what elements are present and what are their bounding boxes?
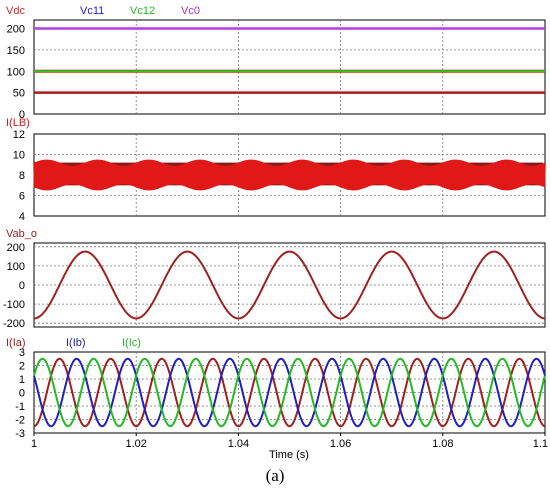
panel-4-series	[33, 357, 546, 428]
panel-1-y-ticks: 200 150 100 50 0	[7, 24, 25, 121]
panel-3-grid	[34, 243, 545, 327]
panel-output-voltage: 200 100 0 -100 -200 Vab_o	[3, 228, 546, 330]
series-line-vabo	[33, 250, 546, 320]
x-axis-ticks: 1 1.02 1.04 1.06 1.08 1.1	[31, 433, 548, 450]
y-tick-label: 150	[7, 45, 25, 57]
legend-vc11: Vc11	[80, 5, 104, 17]
y-tick-label: 50	[13, 88, 25, 100]
panel-2-y-ticks: 12 10 8 6 4	[13, 129, 25, 223]
y-tick-label: -200	[3, 318, 25, 330]
panel-3-series	[33, 250, 546, 320]
y-tick-label: 200	[7, 242, 25, 254]
y-tick-label: -2	[15, 415, 25, 427]
panel-dc-voltages: 200 150 100 50 0 Vdc Vc11 Vc12 Vc0	[6, 5, 546, 121]
x-tick-label: 1.04	[228, 438, 249, 450]
y-tick-label: 2	[19, 361, 25, 373]
y-tick-label: -100	[3, 299, 25, 311]
y-tick-label: -1	[15, 401, 25, 413]
y-tick-label: 0	[19, 280, 25, 292]
y-tick-label: 6	[19, 191, 25, 203]
y-tick-label: 3	[19, 347, 25, 359]
x-tick-label: 1.08	[432, 438, 453, 450]
panel-4-y-ticks: 3 21 0-1 -2-3	[15, 347, 25, 440]
x-axis-label: Time (s)	[269, 449, 309, 461]
y-tick-label: 200	[7, 24, 25, 36]
legend-ilb: I(LB)	[6, 117, 30, 129]
y-tick-label: 100	[7, 66, 25, 78]
y-tick-label: -3	[15, 428, 25, 440]
y-tick-label: 4	[19, 211, 25, 223]
legend-ic: I(Ic)	[122, 337, 141, 349]
series-line-iic	[33, 357, 546, 428]
panel-3-y-ticks: 200 100 0 -100 -200	[3, 242, 25, 330]
legend-vdc: Vdc	[6, 5, 25, 17]
y-tick-label: 10	[13, 150, 25, 162]
y-tick-label: 1	[19, 374, 25, 386]
y-tick-label: 0	[19, 109, 25, 121]
series-line-ilb	[33, 159, 546, 191]
legend-vc12: Vc12	[130, 5, 155, 17]
x-tick-label: 1.06	[330, 438, 351, 450]
y-tick-label: 12	[13, 129, 25, 141]
x-tick-label: 1	[31, 438, 37, 450]
panel-1-frame	[33, 19, 546, 115]
panel-2-series	[33, 159, 546, 191]
legend-ia: I(Ia)	[6, 337, 26, 349]
y-tick-label: 100	[7, 261, 25, 273]
y-tick-label: 0	[19, 388, 25, 400]
legend-vab-o: Vab_o	[6, 228, 37, 240]
x-tick-label: 1.02	[125, 438, 146, 450]
panel-inductor-current: 12 10 8 6 4 I(LB)	[6, 117, 546, 223]
figure-caption: (a)	[265, 466, 285, 485]
legend-ib: I(Ib)	[66, 337, 86, 349]
y-tick-label: 8	[19, 170, 25, 182]
x-tick-label: 1.1	[533, 438, 548, 450]
panel-1-series	[34, 27, 545, 94]
legend-vc0: Vc0	[181, 5, 200, 17]
